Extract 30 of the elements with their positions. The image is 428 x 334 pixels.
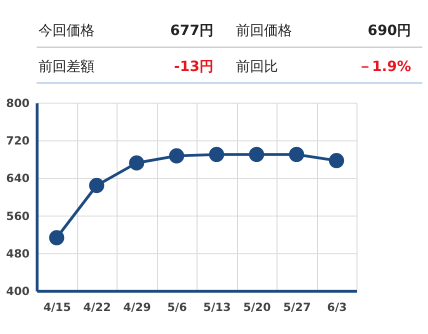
y-tick-label: 480 bbox=[6, 247, 30, 260]
y-tick-label: 400 bbox=[6, 285, 30, 298]
point bbox=[169, 148, 184, 164]
point bbox=[49, 230, 64, 246]
text: 690円 bbox=[368, 23, 412, 40]
text: 677円 bbox=[170, 23, 214, 40]
x-tick-label: 5/27 bbox=[283, 301, 311, 314]
x-tick-label: 4/22 bbox=[83, 301, 111, 314]
text: 前回価格 bbox=[236, 23, 292, 40]
x-tick-label: 5/20 bbox=[243, 301, 272, 314]
x-tick-label: 5/6 bbox=[167, 301, 188, 314]
x-tick-label: 4/15 bbox=[43, 301, 72, 314]
text: -13円 bbox=[174, 58, 214, 75]
text: 前回差額 bbox=[38, 58, 95, 75]
y-tick-label: 720 bbox=[6, 134, 30, 148]
point bbox=[209, 146, 224, 162]
text: 今回価格 bbox=[38, 23, 95, 40]
point bbox=[328, 153, 344, 168]
point bbox=[129, 155, 144, 171]
point bbox=[248, 146, 264, 162]
x-tick-label: 6/3 bbox=[327, 301, 347, 314]
x-tick-label: 5/13 bbox=[203, 301, 231, 314]
x-tick-label: 4/29 bbox=[123, 301, 152, 314]
y-tick-label: 800 bbox=[6, 96, 30, 110]
text: －1.9% bbox=[358, 58, 412, 75]
y-tick-label: 560 bbox=[6, 210, 30, 223]
point bbox=[89, 178, 104, 194]
point bbox=[288, 146, 304, 162]
text: 前回比 bbox=[236, 58, 278, 75]
y-tick-label: 640 bbox=[6, 172, 30, 186]
